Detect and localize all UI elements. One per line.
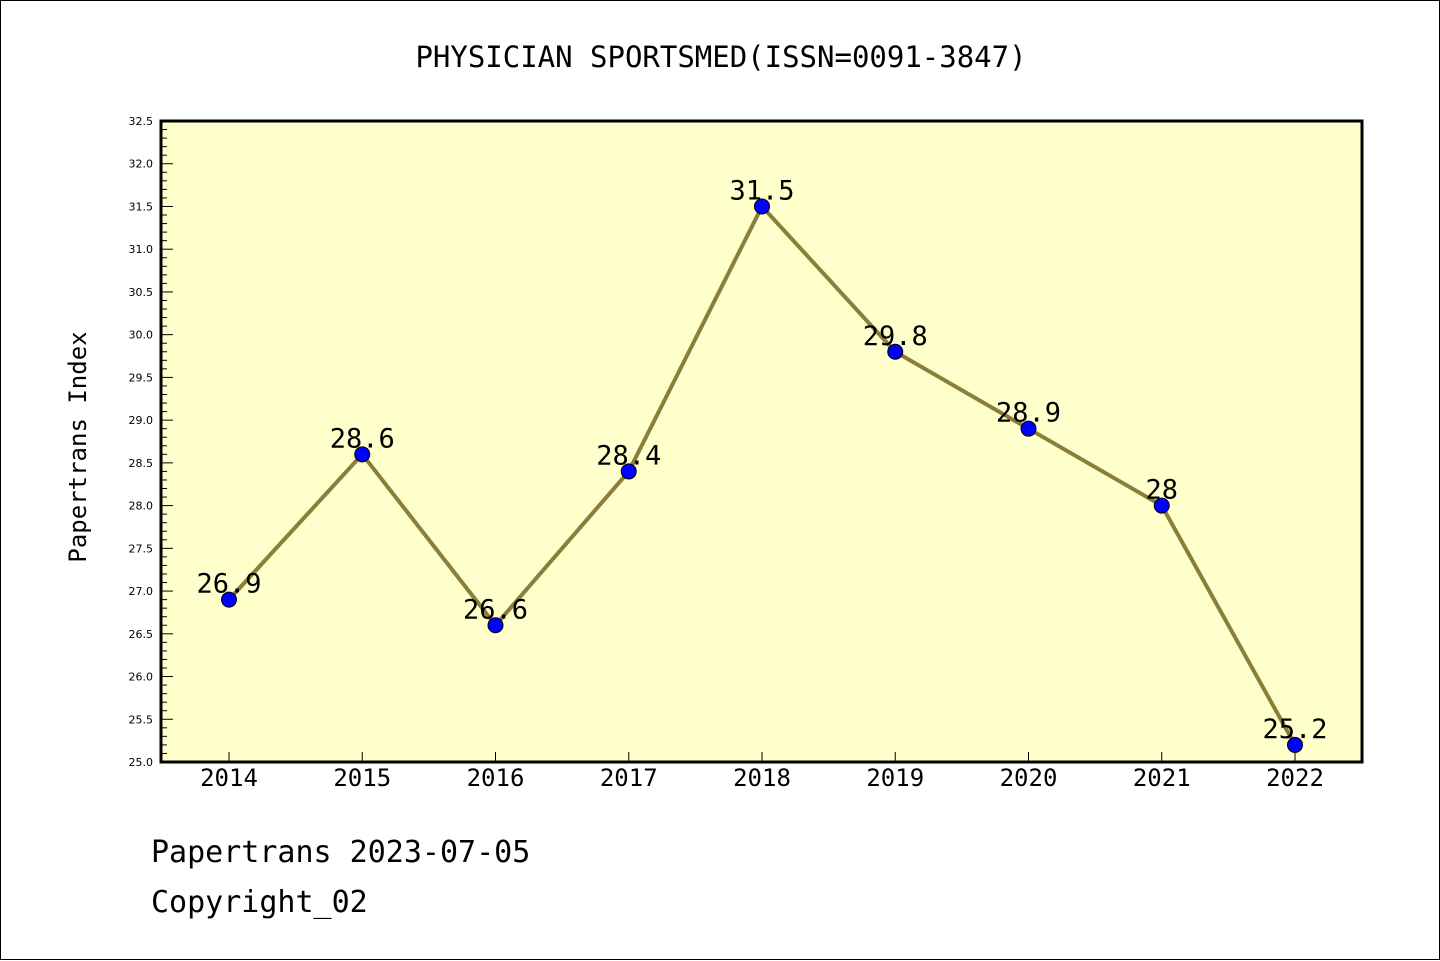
- series-group: 26.9 28.6 26.6 28.4 31.5 29.8 28.9 28 25.2: [196, 175, 1328, 753]
- y-axis: 25.0 25.5 26.0 26.5 27.0 27.5 28.0 28.5 29.0 29.5…: [129, 115, 173, 769]
- x-tick-label: 2020: [1000, 764, 1058, 792]
- data-label: 25.2: [1262, 714, 1327, 745]
- x-tick-label: 2017: [600, 764, 658, 792]
- y-tick-label: 32.0: [129, 158, 154, 171]
- y-tick-label: 31.0: [129, 243, 154, 256]
- data-point: [1153, 497, 1170, 514]
- y-tick-label: 28.5: [129, 457, 154, 470]
- x-tick-label: 2018: [733, 764, 791, 792]
- data-point: [221, 591, 237, 608]
- data-point: [1287, 736, 1303, 753]
- y-tick-label: 27.5: [129, 542, 154, 555]
- data-point: [620, 463, 637, 480]
- y-axis-label: Papertrans Index: [64, 331, 92, 562]
- y-tick-label: 32.5: [129, 115, 154, 128]
- y-tick-label: 25.0: [129, 756, 154, 769]
- data-label: 29.8: [863, 321, 928, 352]
- x-axis: 2014 2015 2016 2017 2018 2019 2020 2021 2022: [200, 752, 1324, 792]
- y-tick-label: 27.0: [129, 585, 154, 598]
- copyright-text: Copyright_02: [151, 885, 368, 920]
- x-tick-label: 2015: [333, 764, 391, 792]
- chart-title: PHYSICIAN SPORTSMED(ISSN=0091-3847): [415, 40, 1026, 74]
- source-date-text: Papertrans 2023-07-05: [151, 835, 531, 870]
- data-point: [1020, 420, 1037, 437]
- data-label: 26.9: [196, 569, 261, 600]
- data-point: [487, 617, 504, 634]
- x-tick-label: 2019: [866, 764, 924, 792]
- y-tick-label: 25.5: [129, 713, 154, 726]
- y-tick-label: 30.5: [129, 286, 154, 299]
- x-tick-label: 2022: [1266, 764, 1324, 792]
- data-label: 28.9: [996, 398, 1061, 429]
- y-tick-label: 29.5: [129, 371, 154, 384]
- plot-area: [159, 119, 1364, 764]
- x-tick-label: 2014: [200, 764, 258, 792]
- data-point: [354, 446, 371, 463]
- data-label: 26.6: [463, 594, 528, 625]
- data-point: [887, 343, 904, 360]
- data-label: 31.5: [729, 175, 794, 206]
- y-tick-label: 29.0: [129, 414, 154, 427]
- data-point: [754, 198, 770, 215]
- data-label: 28.4: [596, 440, 661, 471]
- y-tick-label: 26.0: [129, 671, 154, 684]
- y-tick-label: 26.5: [129, 628, 154, 641]
- data-label: 28.6: [330, 423, 395, 454]
- data-label: 28: [1145, 475, 1178, 506]
- y-tick-label: 31.5: [129, 200, 154, 213]
- x-tick-label: 2016: [467, 764, 525, 792]
- y-tick-label: 28.0: [129, 500, 154, 513]
- y-tick-label: 30.0: [129, 329, 154, 342]
- x-tick-label: 2021: [1133, 764, 1191, 792]
